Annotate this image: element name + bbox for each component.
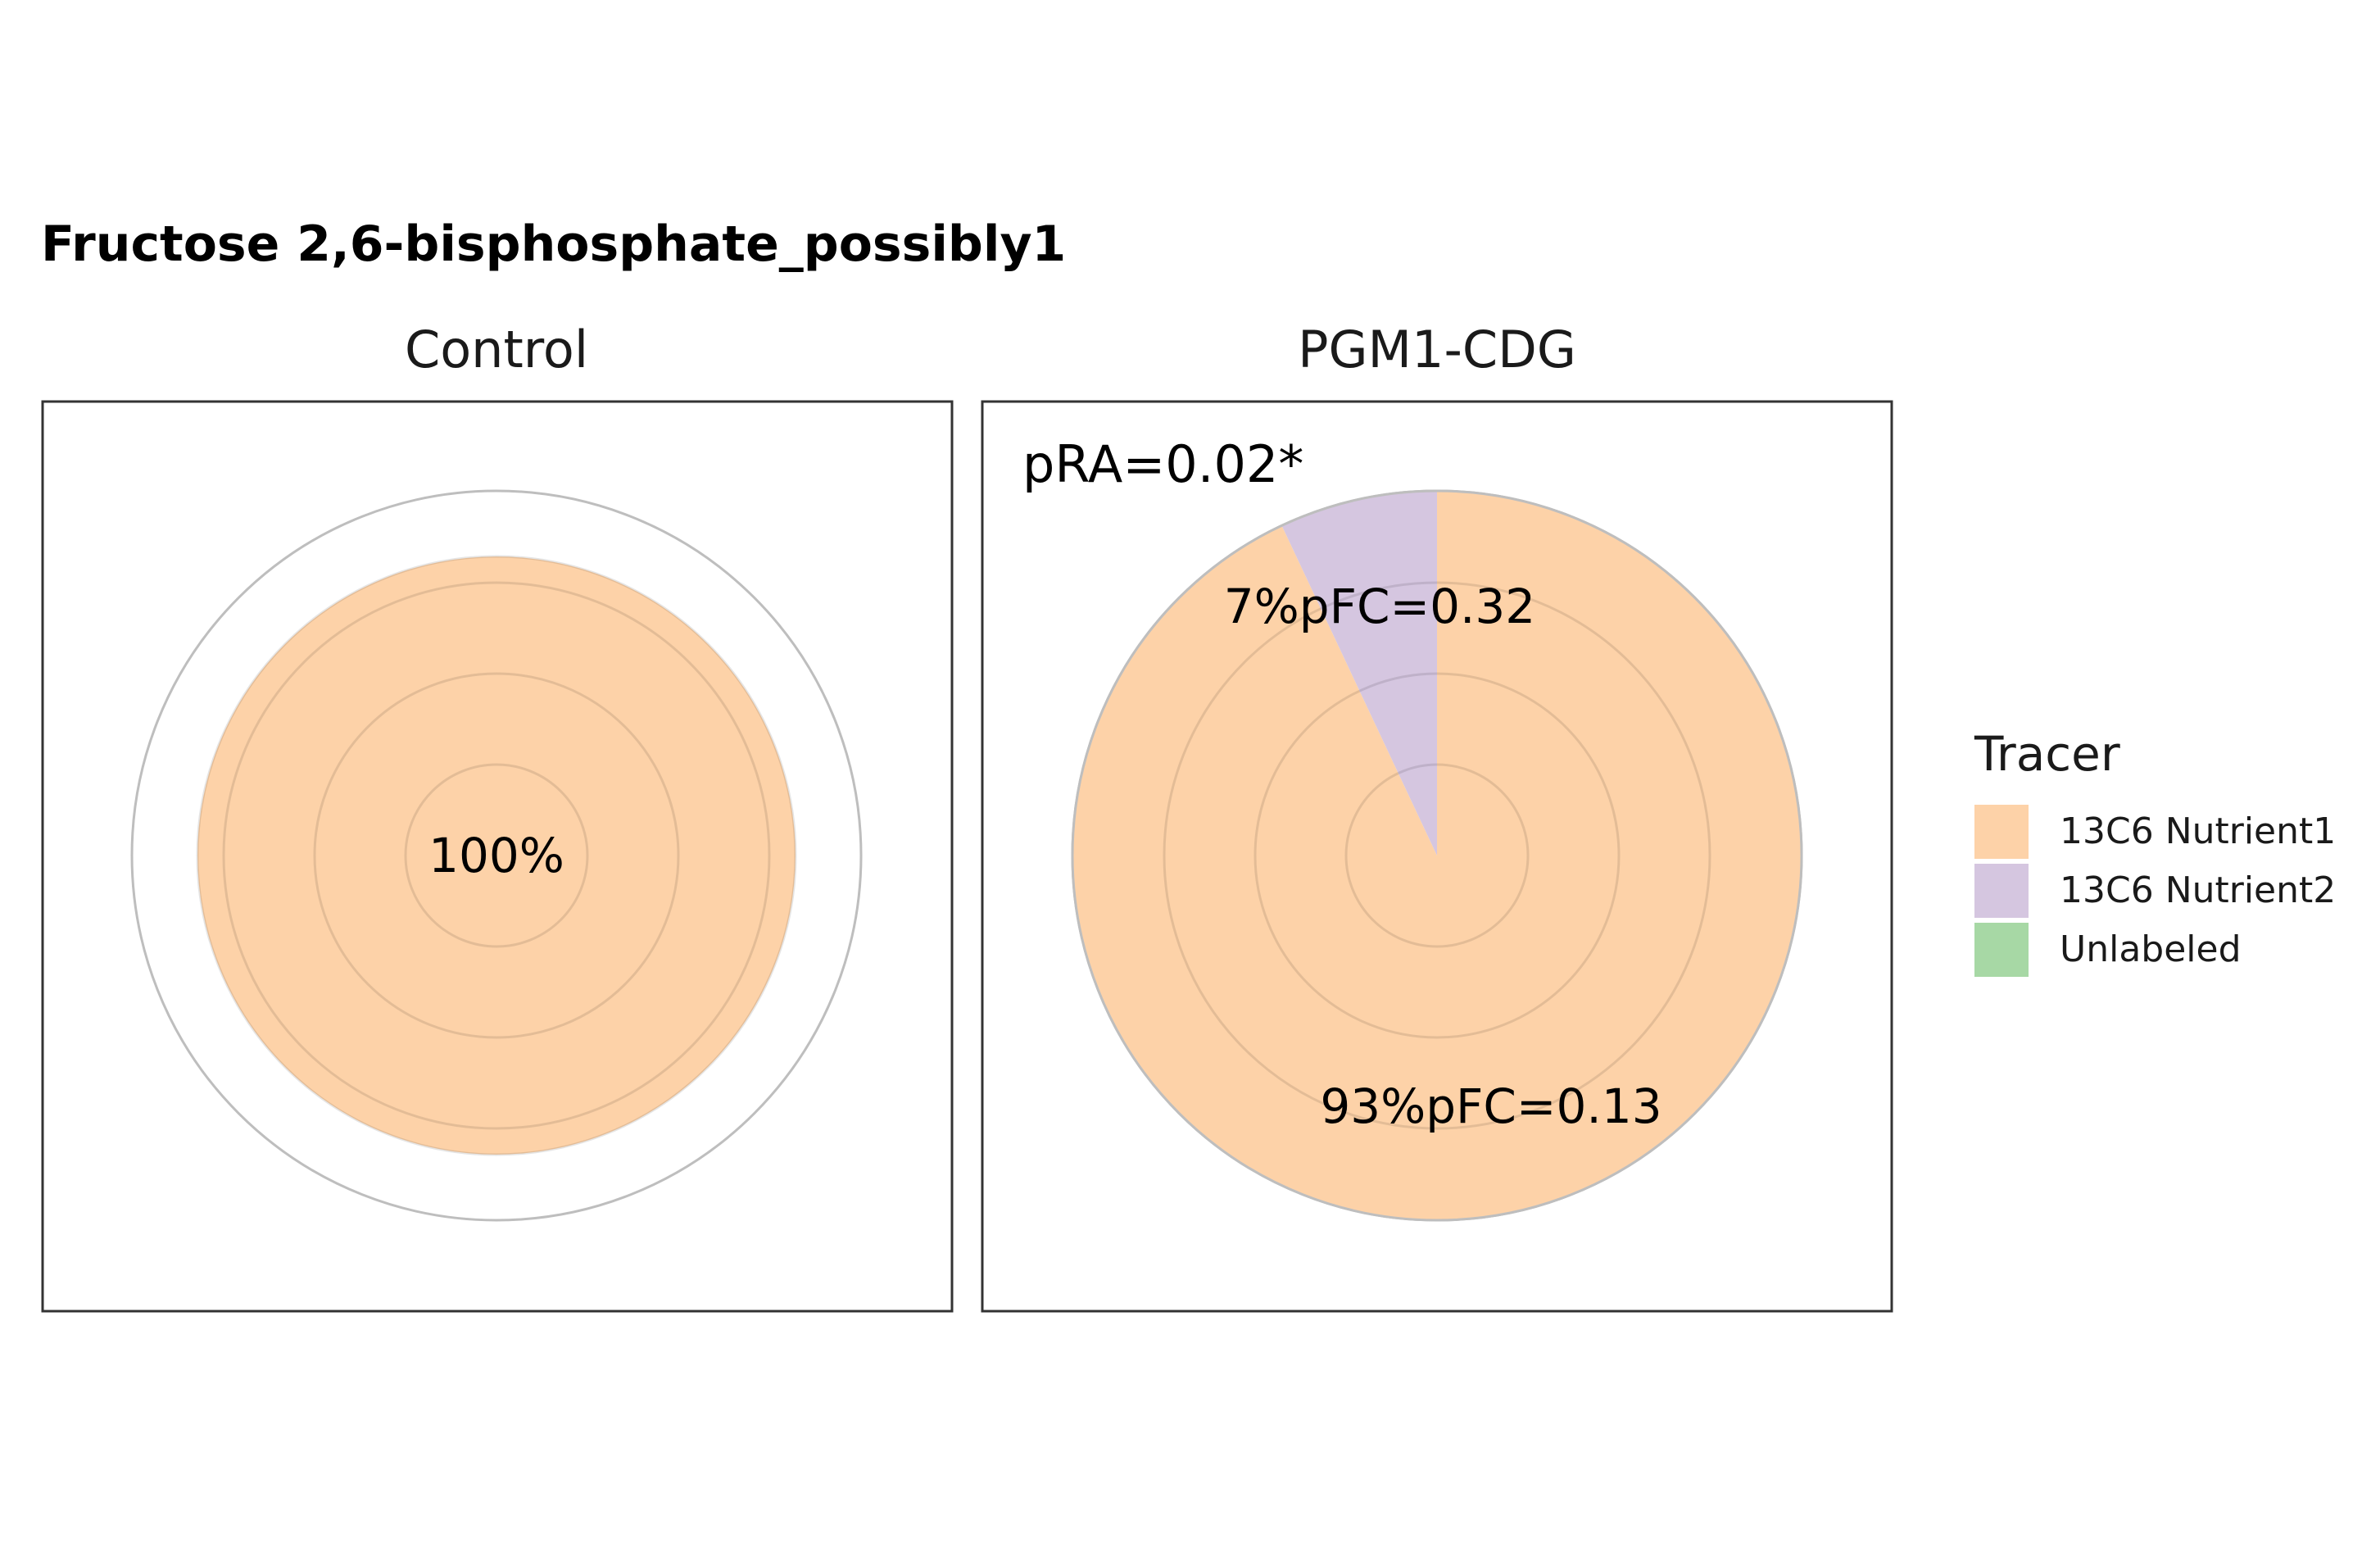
chart-title: Fructose 2,6-bisphosphate_possibly1 [41, 216, 1066, 273]
slice-label: 93%pFC=0.13 [1320, 1078, 1661, 1134]
panel-frame [981, 400, 1893, 1313]
slice-label: 100% [428, 828, 564, 883]
panel-label-control: Control [405, 320, 588, 379]
grid-circle [222, 581, 771, 1130]
legend-label: 13C6 Nutrient2 [2060, 869, 2336, 911]
grid-circle [1344, 763, 1530, 948]
slice-label: 7%pFC=0.32 [1224, 579, 1535, 634]
pie-panel-control: 100% [41, 400, 954, 1313]
pra-annotation: pRA=0.02* [1022, 434, 1303, 494]
legend-swatch-13c6-nutrient1 [1974, 805, 2029, 859]
legend-label: Unlabeled [2060, 928, 2242, 970]
legend-label: 13C6 Nutrient1 [2060, 810, 2336, 852]
outer-grid-circle [130, 489, 863, 1222]
pie-slice-13c6-nutrient1 [197, 556, 796, 1155]
legend-title: Tracer [1974, 726, 2120, 782]
outer-grid-circle [1071, 489, 1803, 1222]
legend-swatch-13c6-nutrient2 [1974, 864, 2029, 918]
grid-circle [313, 672, 680, 1039]
grid-circle [1253, 672, 1621, 1039]
grid-circle [1163, 581, 1711, 1130]
legend: 13C6 Nutrient1 13C6 Nutrient2 Unlabeled [1974, 805, 2336, 977]
legend-swatch-unlabeled [1974, 923, 2029, 977]
grid-circle [404, 763, 589, 948]
panel-frame [41, 400, 954, 1313]
panel-label-pgm1-cdg: PGM1-CDG [1298, 320, 1576, 379]
grid-circle [196, 555, 797, 1156]
pie-panel-pgm1-cdg: 93%pFC=0.13 7%pFC=0.32 [981, 400, 1893, 1313]
pie-slice-13c6-nutrient2 [1281, 491, 1437, 856]
